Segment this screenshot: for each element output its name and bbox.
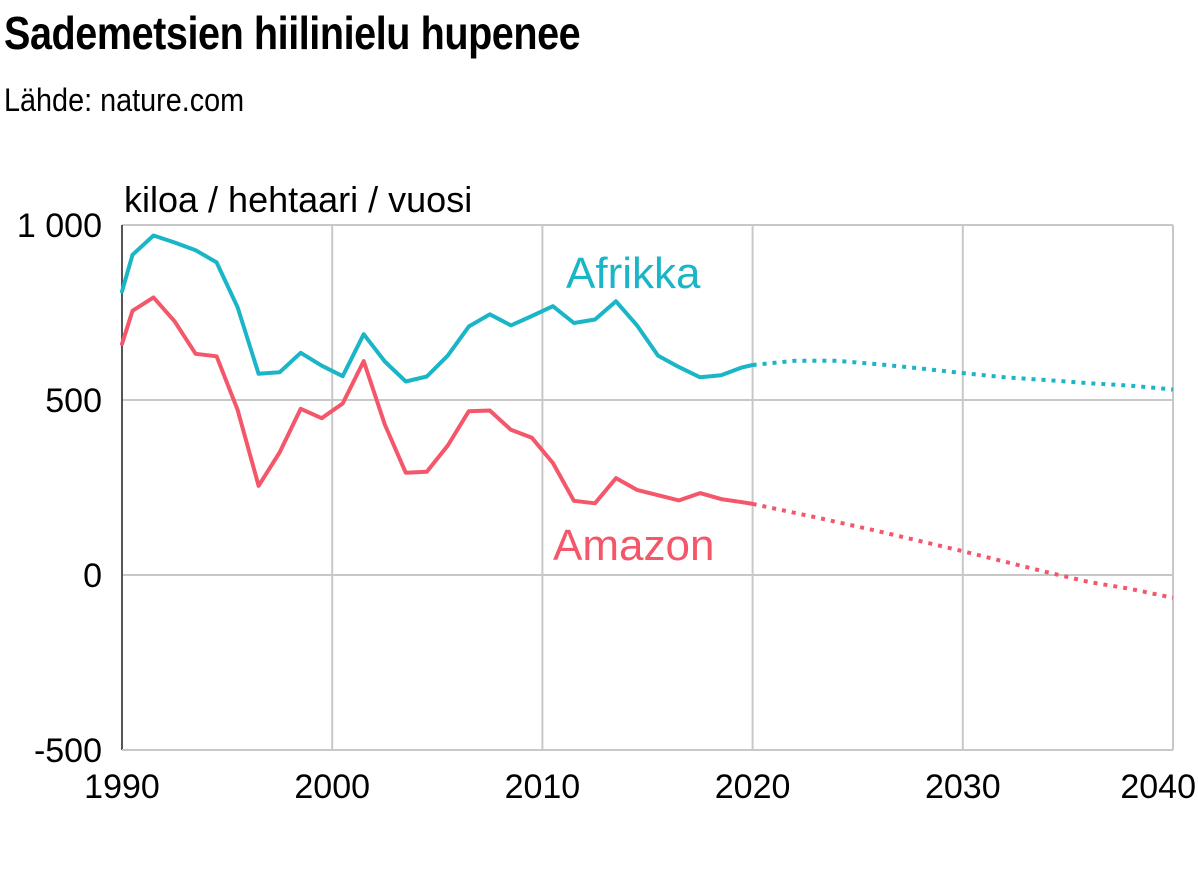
y-tick-label: -500 [34, 732, 102, 770]
y-axis-tick-labels: 1 000 500 0 -500 [17, 207, 102, 770]
series-label-amazon: Amazon [553, 521, 714, 570]
y-axis-label: kiloa / hehtaari / vuosi [124, 179, 472, 220]
series-lines [120, 233, 1174, 600]
x-tick-label: 2000 [294, 768, 370, 806]
x-axis-tick-labels: 1990 2000 2010 2020 2030 2040 [84, 768, 1196, 806]
chart-source: Lähde: nature.com [4, 82, 245, 118]
grid-lines [121, 224, 1174, 751]
y-tick-label: 500 [45, 382, 102, 420]
x-tick-label: 2030 [925, 768, 1001, 806]
series-projection-amazon [752, 501, 1174, 600]
y-tick-label: 1 000 [17, 207, 102, 245]
x-tick-label: 2010 [505, 768, 581, 806]
series-line-amazon [120, 295, 755, 506]
series-line-afrikka [120, 233, 755, 384]
x-tick-label: 2040 [1120, 768, 1196, 806]
x-tick-label: 2020 [715, 768, 791, 806]
chart-title: Sademetsien hiilinielu hupenee [4, 7, 581, 59]
series-projection-afrikka [752, 358, 1174, 392]
series-label-afrikka: Afrikka [566, 249, 701, 298]
x-tick-label: 1990 [84, 768, 160, 806]
y-tick-label: 0 [83, 557, 102, 595]
